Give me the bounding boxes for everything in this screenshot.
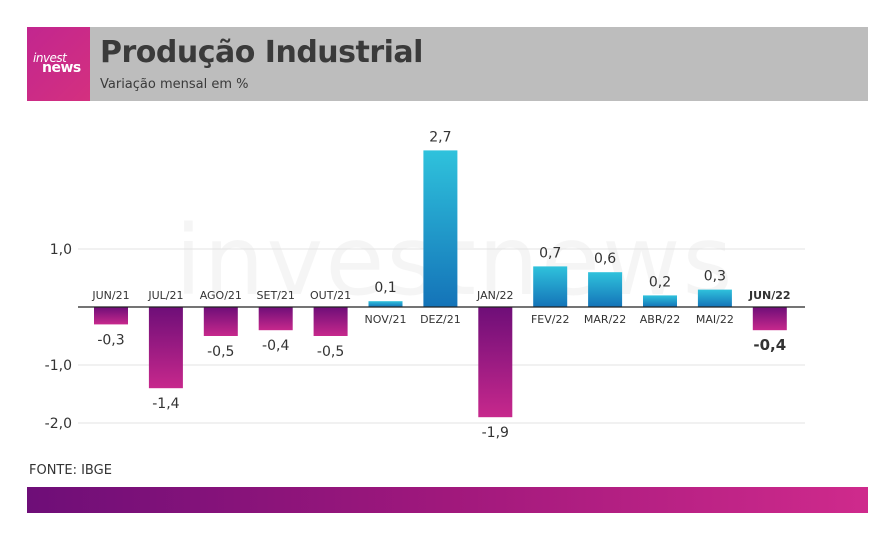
category-label: JAN/22 [476,289,514,302]
data-label: 0,6 [594,251,616,267]
bar [588,272,623,307]
chart-subtitle: Variação mensal em % [100,77,249,92]
category-label: SET/21 [257,289,295,302]
data-label: -0,5 [317,344,344,360]
bar [643,295,677,307]
category-label: NOV/21 [365,313,407,326]
header: invest news Produção Industrial Variação… [27,27,868,101]
category-label: JUN/22 [748,289,791,302]
category-label: OUT/21 [310,289,351,302]
investnews-logo: invest news [27,27,90,101]
data-label: 0,3 [704,269,726,285]
data-label: -0,4 [262,338,289,354]
logo-text-invest: invest [33,51,67,65]
bar [313,307,348,336]
data-label: 0,7 [539,245,561,261]
category-label: DEZ/21 [420,313,461,326]
footer-bar [27,487,868,513]
bar [203,307,238,336]
logo-text-news: news [42,60,81,76]
category-label: JUL/21 [147,289,183,302]
data-label: 2,7 [429,129,451,145]
y-tick-label: 1,0 [50,242,72,258]
source-note: FONTE: IBGE [29,463,112,478]
bar [423,150,458,307]
bar [752,307,787,331]
bar [148,307,183,389]
category-label: AGO/21 [200,289,242,302]
data-label: 0,1 [374,280,396,296]
y-tick-label: -1,0 [45,358,72,374]
category-label: JUN/21 [91,289,129,302]
data-label: -1,4 [152,396,179,412]
category-label: MAR/22 [584,313,626,326]
bar [697,289,732,307]
data-label: -1,9 [482,425,509,441]
bar [94,307,128,325]
category-label: MAI/22 [696,313,734,326]
bar [258,307,293,331]
category-label: FEV/22 [531,313,570,326]
bar [368,301,403,307]
data-label: -0,5 [207,344,234,360]
data-label: -0,4 [753,336,786,354]
bar [533,266,568,307]
y-tick-label: -2,0 [45,416,72,432]
category-label: ABR/22 [640,313,680,326]
chart-title: Produção Industrial [100,35,423,70]
bar [478,307,513,418]
data-label: -0,3 [97,332,124,348]
data-label: 0,2 [649,274,671,290]
